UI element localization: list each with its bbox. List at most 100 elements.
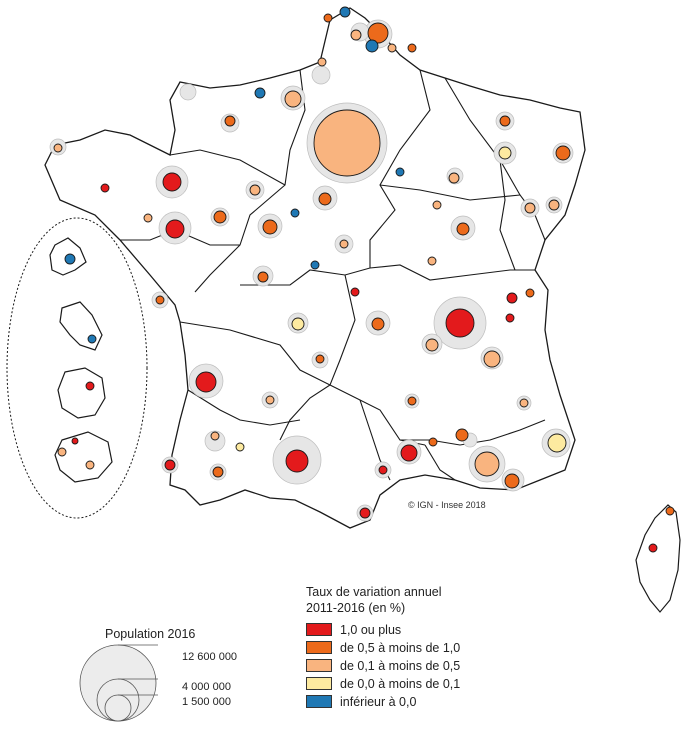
legend-label: de 0,1 à moins de 0,5 [340,658,461,673]
city-symbol [371,317,385,331]
legend-swatch [306,659,332,672]
corsica-outline [635,504,681,613]
legend-item: 1,0 ou plus [306,621,460,638]
city-symbol [87,334,97,344]
city-symbol [339,6,351,18]
city-symbols [53,6,675,553]
city-symbol [498,146,512,160]
city-symbol [499,115,511,127]
city-symbol [505,313,515,323]
city-symbol [317,57,327,67]
city-symbol [291,317,305,331]
city-symbol [395,167,405,177]
size-legend-value: 1 500 000 [182,696,231,708]
city-symbol [143,213,153,223]
city-symbol [210,431,220,441]
city-symbol [71,437,79,445]
city-symbol [64,253,76,265]
urban-areas [49,19,574,522]
legend-item: de 0,1 à moins de 0,5 [306,657,460,674]
city-symbol [387,43,397,53]
city-symbol [235,442,245,452]
city-symbol [262,219,278,235]
legend-label: de 0,0 à moins de 0,1 [340,676,461,691]
city-symbol [504,473,520,489]
city-symbol [665,506,675,516]
city-symbol [249,184,261,196]
city-symbol [367,22,389,44]
legend-swatch [306,623,332,636]
city-symbol [425,338,439,352]
city-symbol [400,444,418,462]
legend-swatch [306,641,332,654]
city-symbol [254,87,266,99]
region-borders [120,69,546,481]
city-symbol [506,292,518,304]
city-symbol [155,295,165,305]
city-symbol [524,202,536,214]
city-symbol [165,219,185,239]
city-symbol [432,200,442,210]
legend-title-line-2: 2011-2016 (en %) [306,601,406,615]
legend-title: Taux de variation annuel 2011-2016 (en %… [306,584,442,616]
city-symbol [519,398,529,408]
city-symbol [445,308,475,338]
legend-swatch [306,695,332,708]
city-symbol [310,260,320,270]
city-symbol [456,222,470,236]
city-symbol [555,145,571,161]
copyright-notice: © IGN - Insee 2018 [408,500,486,510]
legend-label: inférieur à 0,0 [340,694,417,709]
legend-title-line-1: Taux de variation annuel [306,585,442,599]
size-legend-circles [79,644,157,722]
city-symbol [378,465,388,475]
legend-swatch [306,677,332,690]
city-symbol [548,199,560,211]
city-symbol [339,239,349,249]
city-symbol [224,115,236,127]
city-symbol [53,143,63,153]
legend-label: de 0,5 à moins de 1,0 [340,640,461,655]
city-symbol [448,172,460,184]
city-symbol [525,288,535,298]
city-symbol [212,466,224,478]
city-symbol [323,13,333,23]
city-symbol [547,433,567,453]
city-symbol [290,208,300,218]
city-symbol [195,371,217,393]
city-symbol [474,451,500,477]
size-legend-title: Population 2016 [105,627,196,641]
city-symbol [428,437,438,447]
city-symbol [284,90,302,108]
city-symbol [648,543,658,553]
city-symbol [427,256,437,266]
overseas-islands [49,237,113,483]
city-symbol [483,350,501,368]
city-symbol [285,449,309,473]
size-legend-value: 4 000 000 [182,681,231,693]
city-symbol [407,43,417,53]
city-symbol [359,507,371,519]
city-symbol [85,381,95,391]
city-symbol [162,172,182,192]
city-symbol [164,459,176,471]
legend-label: 1,0 ou plus [340,622,402,637]
legend-item: de 0,5 à moins de 1,0 [306,639,460,656]
city-symbol [257,271,269,283]
city-symbol [455,428,469,442]
city-symbol [365,39,379,53]
legend-item: de 0,0 à moins de 0,1 [306,675,460,692]
city-symbol [350,287,360,297]
city-symbol [350,29,362,41]
city-symbol [213,210,227,224]
city-symbol [313,109,381,177]
city-symbol [57,447,67,457]
city-symbol [85,460,95,470]
size-legend-value: 12 600 000 [182,651,238,663]
size-legend-leaders [118,644,158,696]
city-symbol [100,183,110,193]
overseas-inset [6,217,148,519]
city-symbol [265,395,275,405]
city-symbol [407,396,417,406]
